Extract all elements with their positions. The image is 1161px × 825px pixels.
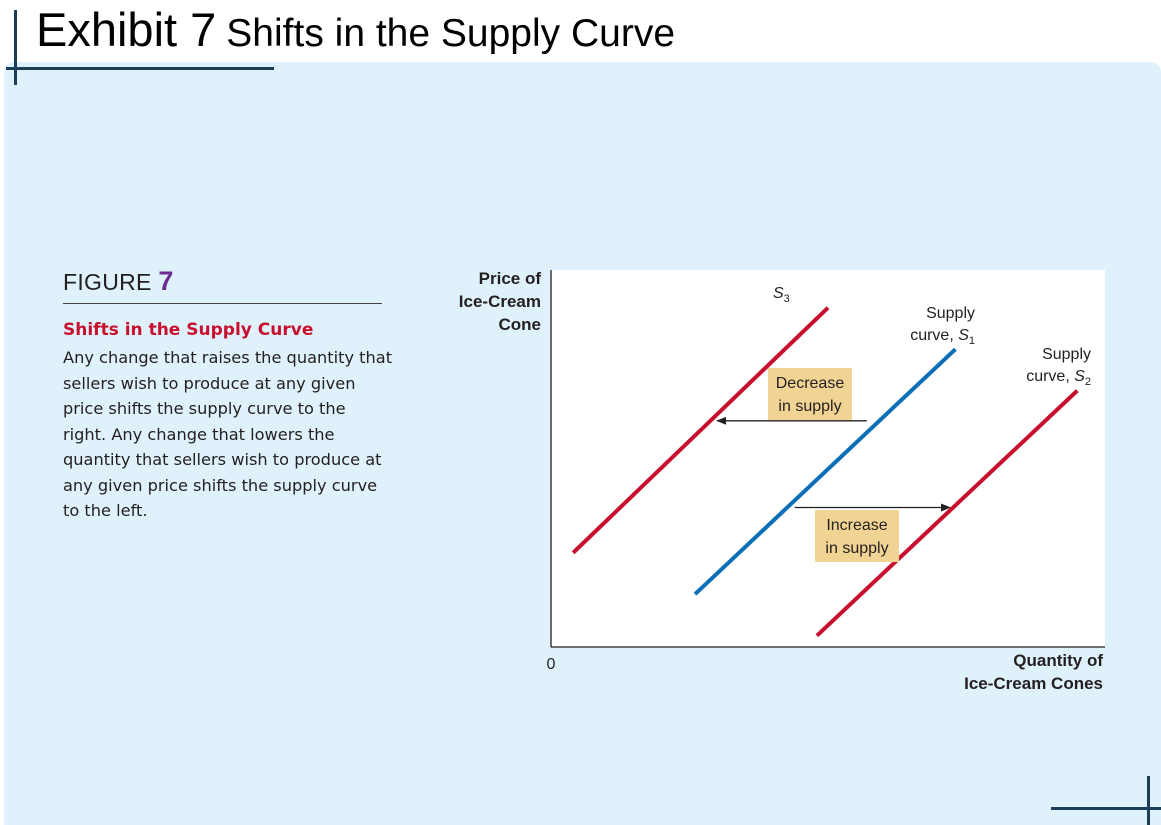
- plot-area: [551, 270, 1105, 647]
- figure-label-word: FIGURE: [63, 269, 152, 295]
- exhibit-title: Shifts in the Supply Curve: [226, 12, 676, 55]
- caption-title: Shifts in the Supply Curve: [63, 320, 314, 340]
- slide-title: Exhibit 7 Shifts in the Supply Curve: [36, 2, 675, 62]
- increase-box: [815, 510, 899, 562]
- decrease-label-line-1: Decrease: [776, 375, 845, 392]
- increase-label-line-2: in supply: [825, 540, 888, 557]
- supply-curve-s2: [815, 389, 1079, 638]
- x-axis-title-line-1: Quantity of: [1013, 651, 1103, 670]
- curve-label-s1-line-2: curve, S1: [910, 327, 975, 347]
- title-left-bar: [14, 10, 17, 85]
- increase-label-line-1: Increase: [826, 517, 887, 534]
- title-underline: [6, 67, 274, 70]
- supply-curve-s1: [693, 347, 957, 596]
- y-axis-title: Price of Ice-Cream Cone: [459, 269, 542, 334]
- figure-label-number: 7: [158, 266, 174, 296]
- origin-label: 0: [547, 656, 556, 673]
- y-axis-title-line-3: Cone: [499, 315, 542, 334]
- curve-label-s2-line-2: curve, S2: [1026, 368, 1091, 388]
- caption-body: Any change that raises the quantity that…: [63, 348, 393, 520]
- figure-divider: [63, 303, 382, 304]
- supply-curves: S3 Supply curve, S1 Supply curve, S2: [571, 285, 1091, 638]
- exhibit-number: Exhibit 7: [36, 3, 217, 56]
- y-axis-title-line-2: Ice-Cream: [459, 292, 541, 311]
- corner-bracket-vertical: [1147, 776, 1150, 825]
- corner-bracket-horizontal: [1051, 807, 1161, 810]
- curve-label-s2-line-1: Supply: [1042, 346, 1091, 363]
- supply-curve-s3: [571, 306, 830, 555]
- figure-label: FIGURE 7: [63, 266, 174, 297]
- decrease-label-line-2: in supply: [778, 398, 841, 415]
- curve-label-s1-line-1: Supply: [926, 305, 975, 322]
- shift-annotations: Decrease in supply Increase in supply: [716, 368, 951, 562]
- y-axis-title-line-1: Price of: [479, 269, 542, 288]
- x-axis-title: Quantity of Ice-Cream Cones: [964, 651, 1103, 693]
- x-axis-title-line-2: Ice-Cream Cones: [964, 674, 1103, 693]
- decrease-box: [768, 368, 852, 420]
- curve-label-s3-line-1: S3: [773, 285, 790, 305]
